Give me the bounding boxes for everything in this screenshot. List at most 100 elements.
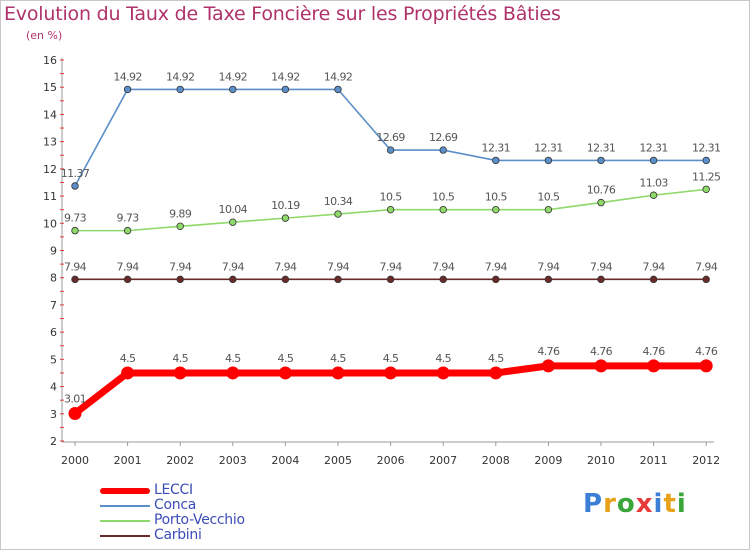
data-label-carbini: 7.94 (643, 260, 666, 273)
point-porto-vecchio (334, 210, 342, 218)
data-label-conca: 14.92 (271, 70, 300, 83)
point-lecci (594, 359, 608, 373)
axes: 2 3 4 5 6 7 8 9 10 11 12 13 14 15 16 2000 2001 2002 2003 20… (43, 54, 720, 467)
point-lecci (121, 366, 135, 380)
point-lecci (541, 359, 555, 373)
point-conca (597, 156, 605, 165)
point-carbini (386, 275, 395, 284)
data-label-lecci: 4.5 (435, 352, 451, 365)
legend-label-conca: Conca (154, 497, 196, 513)
data-label-conca: 12.69 (429, 131, 458, 144)
y-tick-label: 4 (50, 381, 57, 394)
point-porto-vecchio (281, 214, 290, 222)
x-tick-label: 2007 (429, 454, 457, 467)
y-tick-label: 14 (43, 108, 57, 121)
point-porto-vecchio (544, 205, 553, 214)
data-label-conca: 12.69 (376, 131, 405, 144)
point-lecci (699, 359, 713, 373)
data-label-porto-vecchio: 10.19 (271, 199, 300, 212)
data-label-lecci: 3.01 (64, 393, 86, 406)
point-porto-vecchio (386, 205, 395, 214)
data-label-porto-vecchio: 10.34 (324, 195, 353, 208)
data-label-porto-vecchio: 10.5 (485, 191, 508, 204)
x-tick-label: 2004 (271, 454, 299, 467)
point-lecci (384, 366, 398, 380)
x-tick-label: 2009 (534, 454, 562, 467)
x-tick-label: 2011 (640, 454, 668, 467)
logo-letter: r (603, 489, 617, 519)
y-tick-label: 9 (50, 245, 57, 258)
point-lecci (436, 366, 450, 380)
x-tick-label: 2000 (61, 454, 89, 467)
data-label-conca: 14.92 (113, 70, 142, 83)
point-lecci (173, 366, 187, 380)
data-label-conca: 12.31 (587, 141, 616, 154)
point-porto-vecchio (123, 226, 132, 235)
y-tick-label: 11 (43, 190, 57, 203)
legend-swatch-carbini (100, 535, 150, 537)
data-label-conca: 14.92 (324, 70, 353, 83)
data-label-conca: 14.92 (219, 70, 248, 83)
logo-letter: o (616, 489, 636, 519)
point-lecci (68, 407, 82, 421)
point-carbini (281, 275, 290, 284)
data-label-carbini: 7.94 (695, 260, 718, 273)
y-tick-label: 13 (43, 136, 57, 149)
point-conca (649, 156, 658, 165)
data-label-lecci: 4.5 (330, 352, 346, 365)
x-tick-label: 2001 (114, 454, 142, 467)
data-label-porto-vecchio: 10.5 (432, 191, 455, 204)
point-carbini (334, 275, 342, 284)
x-tick-label: 2005 (324, 454, 352, 467)
point-lecci (647, 359, 661, 373)
legend-swatch-lecci (100, 488, 150, 494)
point-conca (439, 146, 447, 154)
point-conca (71, 182, 79, 190)
data-label-porto-vecchio: 11.03 (639, 176, 668, 189)
point-carbini (649, 275, 658, 284)
y-tick-label: 10 (43, 217, 57, 230)
data-label-lecci: 4.5 (278, 352, 294, 365)
data-label-lecci: 4.5 (383, 352, 399, 365)
data-label-carbini: 7.94 (590, 260, 613, 273)
legend-label-lecci: LECCI (154, 482, 193, 498)
point-carbini (597, 275, 605, 284)
data-label-lecci: 4.76 (537, 345, 560, 358)
data-label-lecci: 4.76 (590, 345, 613, 358)
point-porto-vecchio (492, 205, 500, 214)
x-tick-label: 2003 (219, 454, 247, 467)
x-tick-label: 2006 (377, 454, 405, 467)
point-lecci (278, 366, 292, 380)
data-label-porto-vecchio: 9.73 (117, 212, 140, 225)
data-label-lecci: 4.5 (225, 352, 241, 365)
point-porto-vecchio (176, 222, 184, 230)
y-tick-label: 12 (43, 163, 57, 176)
point-lecci (489, 366, 503, 380)
data-label-lecci: 4.5 (488, 352, 504, 365)
data-label-porto-vecchio: 10.04 (219, 203, 248, 216)
point-lecci (331, 366, 345, 380)
y-tick-label: 2 (50, 435, 57, 448)
point-conca (702, 156, 710, 165)
point-carbini (439, 275, 447, 284)
data-label-carbini: 7.94 (380, 260, 403, 273)
x-tick-label: 2012 (692, 454, 720, 467)
point-conca (281, 85, 290, 94)
y-tick-label: 6 (50, 326, 57, 339)
data-label-lecci: 4.76 (643, 345, 666, 358)
y-tick-label: 3 (50, 408, 57, 421)
x-tick-label: 2008 (482, 454, 510, 467)
logo-letter: i (676, 489, 687, 519)
x-tick-label: 2010 (587, 454, 615, 467)
data-label-carbini: 7.94 (274, 260, 297, 273)
data-label-conca: 11.37 (61, 167, 90, 180)
data-label-carbini: 7.94 (222, 260, 245, 273)
point-porto-vecchio (71, 226, 79, 235)
data-label-carbini: 7.94 (432, 260, 455, 273)
data-label-porto-vecchio: 9.73 (64, 212, 87, 225)
point-carbini (702, 275, 710, 284)
data-label-conca: 12.31 (639, 141, 668, 154)
y-tick-label: 7 (50, 299, 57, 312)
data-label-carbini: 7.94 (537, 260, 560, 273)
